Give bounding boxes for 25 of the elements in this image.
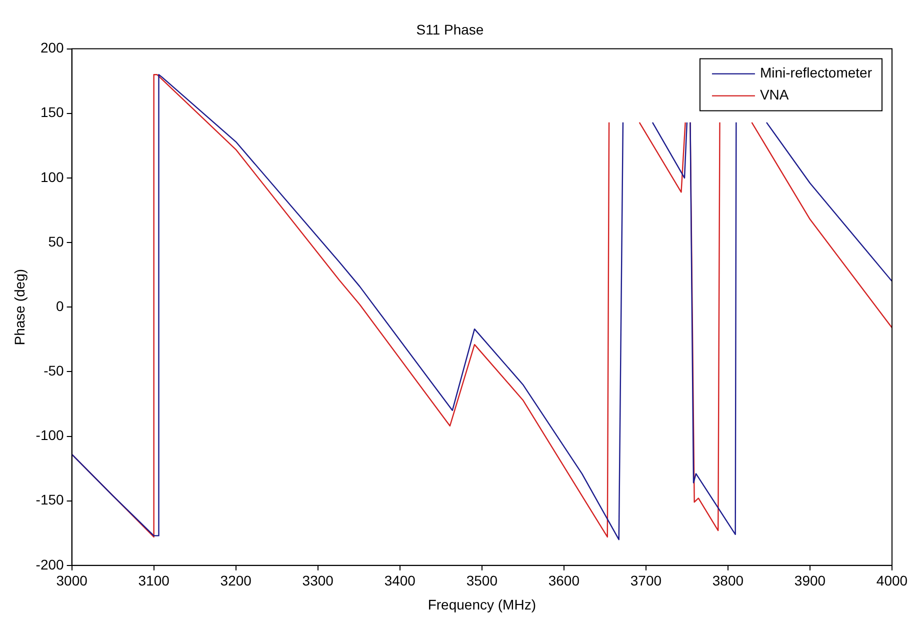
y-tick-label: -150 [36, 492, 64, 508]
y-axis-title: Phase (deg) [11, 268, 28, 346]
y-tick-label: 0 [56, 298, 64, 314]
y-tick-label: -100 [36, 427, 64, 444]
y-tick-label: 150 [40, 104, 64, 120]
x-tick-label: 3600 [548, 572, 580, 589]
x-tick-label: 3000 [56, 572, 88, 589]
legend-label: Mini-reflectometer [760, 64, 872, 81]
x-tick-label: 3800 [712, 572, 744, 589]
x-tick-label: 3200 [220, 572, 252, 589]
y-tick-label: 50 [48, 233, 64, 250]
x-tick-label: 3100 [138, 572, 170, 589]
x-tick-label: 3900 [794, 572, 826, 589]
x-tick-label: 3700 [630, 572, 662, 589]
y-tick-label: 100 [40, 168, 64, 185]
x-axis-title: Frequency (MHz) [428, 596, 536, 612]
y-tick-label: -50 [44, 362, 64, 379]
x-tick-label: 3400 [384, 572, 416, 589]
x-tick-label: 3500 [466, 572, 498, 589]
y-tick-label: 200 [40, 40, 64, 56]
x-tick-label: 4000 [876, 572, 908, 589]
y-tick-label: -200 [36, 556, 64, 572]
x-tick-label: 3300 [302, 572, 334, 589]
chart-title: S11 Phase [416, 21, 484, 38]
legend-label: VNA [760, 86, 790, 103]
